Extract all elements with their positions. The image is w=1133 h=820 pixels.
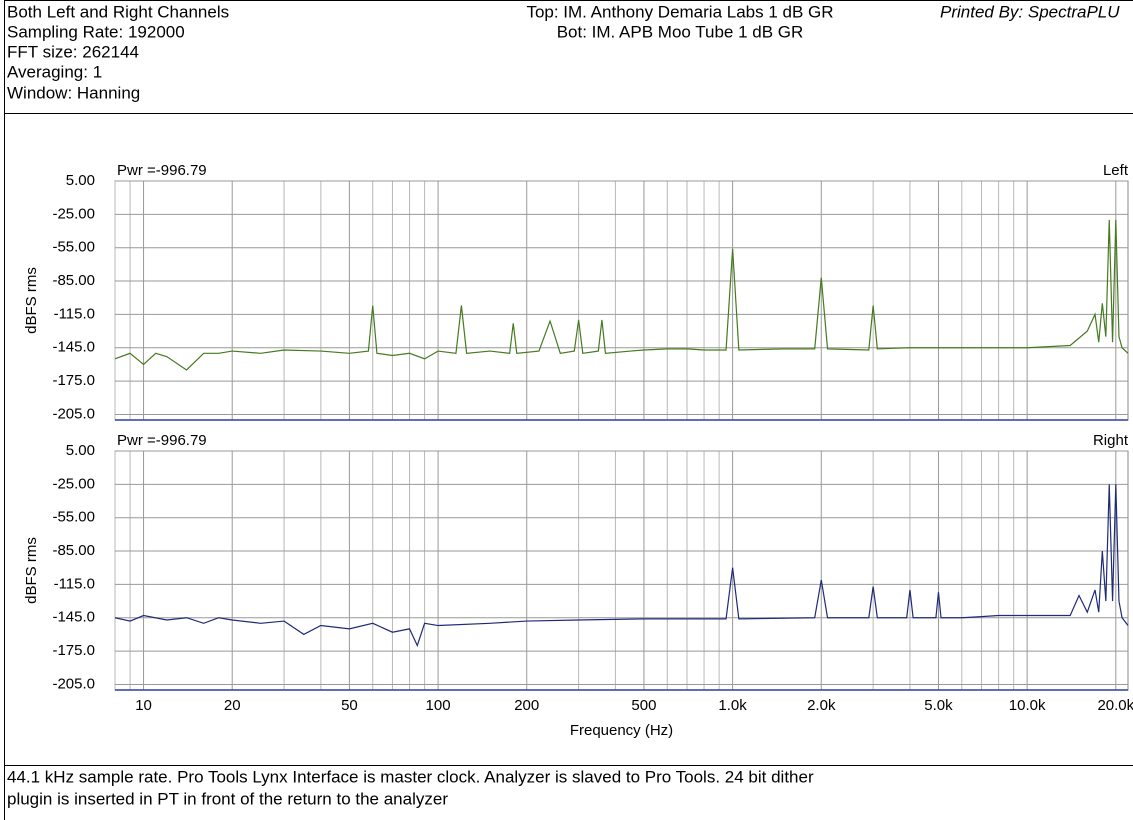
y-tick-label: -115.0 bbox=[54, 575, 95, 592]
header-title: Top: IM. Anthony Demaria Labs 1 dB GR bbox=[526, 2, 833, 21]
y-tick-label: -115.0 bbox=[54, 305, 95, 322]
y-tick-label: -205.0 bbox=[52, 405, 95, 422]
y-tick-label: -55.00 bbox=[52, 239, 95, 256]
header-line: FFT size: 262144 bbox=[7, 42, 139, 61]
channel-label: Right bbox=[1093, 432, 1129, 449]
x-tick-label: 10.0k bbox=[1009, 697, 1046, 714]
x-tick-label: 5.0k bbox=[924, 697, 953, 714]
header-line: Both Left and Right Channels bbox=[7, 2, 229, 21]
y-tick-label: -85.00 bbox=[52, 272, 95, 289]
channel-label: Left bbox=[1103, 162, 1129, 179]
x-tick-label: 20 bbox=[224, 697, 241, 714]
x-tick-label: 100 bbox=[426, 697, 451, 714]
y-axis-label: dBFS rms bbox=[23, 537, 40, 604]
x-tick-label: 200 bbox=[514, 697, 539, 714]
x-tick-label: 20.0k bbox=[1097, 697, 1133, 714]
y-tick-label: -85.00 bbox=[52, 542, 95, 559]
y-tick-label: -145.0 bbox=[52, 339, 95, 356]
power-annotation: Pwr =-996.79 bbox=[117, 432, 207, 449]
power-annotation: Pwr =-996.79 bbox=[117, 162, 207, 179]
y-axis-label: dBFS rms bbox=[23, 267, 40, 334]
page-frame bbox=[4, 0, 1133, 820]
y-tick-label: -205.0 bbox=[52, 675, 95, 692]
y-tick-label: 5.00 bbox=[66, 442, 95, 459]
header-title: Bot: IM. APB Moo Tube 1 dB GR bbox=[557, 22, 804, 41]
x-tick-label: 50 bbox=[341, 697, 358, 714]
y-tick-label: -175.0 bbox=[52, 372, 95, 389]
header-line: Window: Hanning bbox=[7, 83, 140, 102]
y-tick-label: -175.0 bbox=[52, 642, 95, 659]
plot-area bbox=[114, 180, 1129, 421]
y-tick-label: -25.00 bbox=[52, 475, 95, 492]
header-line: Averaging: 1 bbox=[7, 62, 102, 81]
x-tick-label: 1.0k bbox=[718, 697, 747, 714]
x-axis-label: Frequency (Hz) bbox=[570, 722, 673, 739]
footer-note: plugin is inserted in PT in front of the… bbox=[7, 789, 448, 808]
y-tick-label: -25.00 bbox=[52, 205, 95, 222]
footer-note: 44.1 kHz sample rate. Pro Tools Lynx Int… bbox=[7, 767, 814, 786]
y-tick-label: -145.0 bbox=[52, 609, 95, 626]
x-tick-label: 500 bbox=[631, 697, 656, 714]
printed-by: Printed By: SpectraPLU bbox=[940, 2, 1120, 21]
y-tick-label: -55.00 bbox=[52, 509, 95, 526]
x-tick-label: 2.0k bbox=[807, 697, 836, 714]
header-line: Sampling Rate: 192000 bbox=[7, 22, 185, 41]
y-tick-label: 5.00 bbox=[66, 172, 95, 189]
plot-area bbox=[114, 450, 1129, 691]
spectrum-line bbox=[114, 484, 1129, 648]
spectrum-line bbox=[114, 219, 1129, 371]
x-tick-label: 10 bbox=[135, 697, 152, 714]
